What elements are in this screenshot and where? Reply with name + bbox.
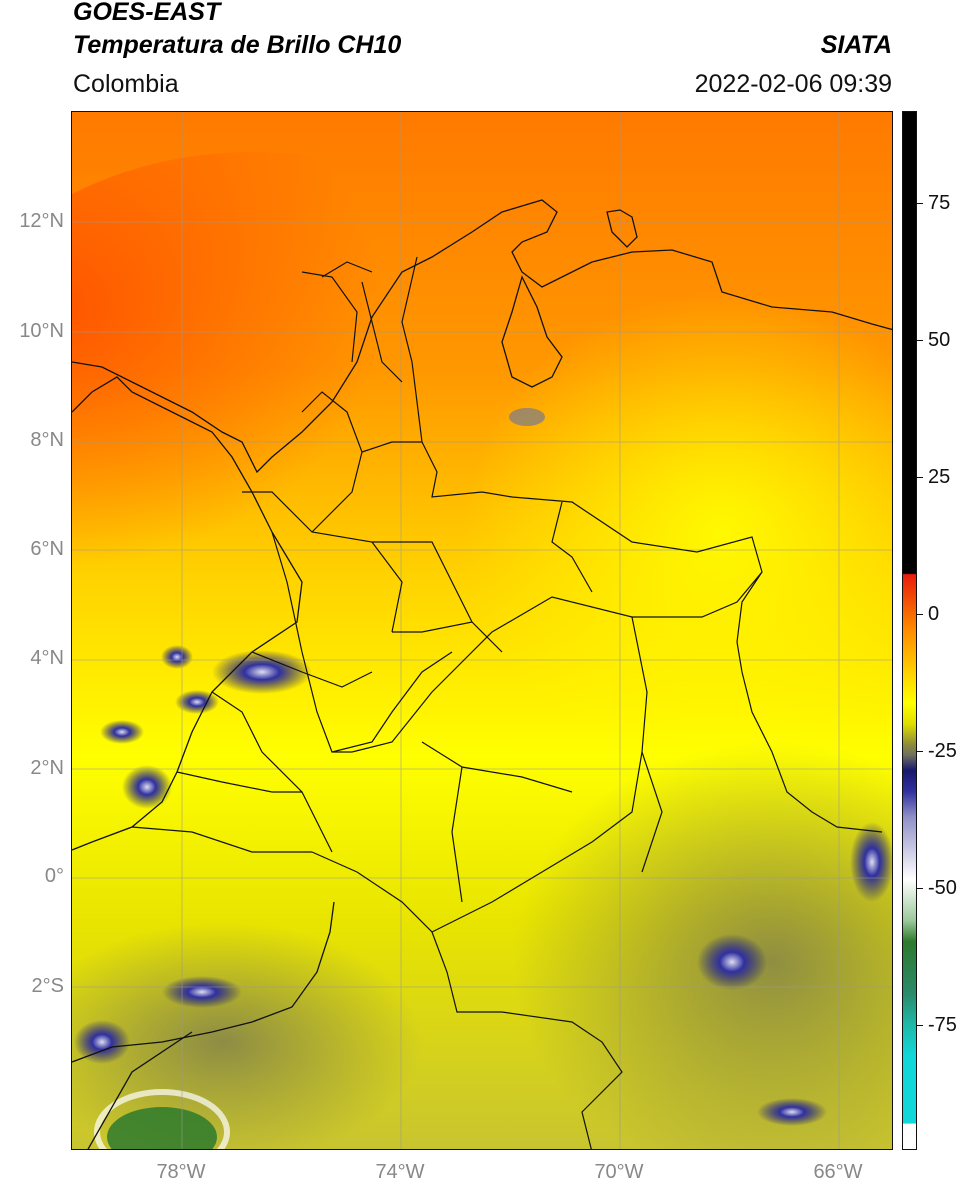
cloud-cluster: [175, 690, 219, 714]
lat-tick-label: 12°N: [19, 210, 64, 232]
cloud-cluster: [850, 822, 892, 902]
lat-tick-label: 2°S: [31, 975, 64, 997]
map-canvas: [72, 112, 892, 1149]
cloud-cluster: [697, 934, 767, 990]
coastline: [72, 199, 892, 1149]
lon-tick-label: 66°W: [813, 1161, 863, 1183]
colorbar: [902, 111, 917, 1150]
cloud-cluster: [757, 1098, 827, 1126]
lon-tick-label: 74°W: [375, 1161, 425, 1183]
colorbar-tick: [917, 477, 923, 478]
region-subtitle: Colombia: [73, 70, 179, 98]
lat-tick-label: 0°: [44, 865, 64, 887]
colorbar-tick: [917, 203, 923, 204]
colorbar-label: -50: [928, 877, 957, 899]
colorbar-label: -25: [928, 740, 957, 762]
cloud-cluster: [74, 1020, 130, 1064]
lon-tick-label: 70°W: [594, 1161, 644, 1183]
colorbar-label: 25: [928, 466, 951, 488]
colorbar-tick: [917, 751, 923, 752]
lat-tick-label: 10°N: [19, 320, 64, 342]
colorbar-label: -75: [928, 1014, 957, 1036]
colorbar-label: 75: [928, 192, 951, 214]
warm-region: [72, 152, 582, 672]
cold-cloud-region-se: [512, 742, 892, 1149]
yellow-region: [462, 292, 892, 772]
colorbar-tick: [917, 888, 923, 889]
product-title: Temperatura de Brillo CH10: [73, 31, 402, 59]
colorbar-tick: [917, 614, 923, 615]
satellite-title: GOES-EAST: [73, 0, 221, 26]
organization-label: SIATA: [820, 31, 892, 59]
colorbar-label: 50: [928, 329, 951, 351]
lon-tick-label: 78°W: [156, 1161, 206, 1183]
graticule: [72, 112, 892, 1149]
lat-tick-label: 4°N: [30, 647, 64, 669]
lat-tick-label: 6°N: [30, 538, 64, 560]
cloud-cluster: [509, 408, 545, 426]
lat-tick-label: 2°N: [30, 757, 64, 779]
timestamp-label: 2022-02-06 09:39: [694, 70, 892, 98]
coldest-cloud-rim: [94, 1089, 230, 1149]
cloud-cluster: [100, 720, 144, 744]
cloud-cluster: [212, 650, 312, 694]
cloud-cluster: [122, 765, 172, 809]
cloud-cluster: [161, 645, 193, 669]
cloud-cluster: [162, 976, 242, 1008]
colorbar-label: 0: [928, 603, 940, 625]
satellite-map[interactable]: [71, 111, 893, 1150]
coldest-cloud-top: [107, 1107, 217, 1149]
colorbar-tick: [917, 1025, 923, 1026]
colorbar-tick: [917, 340, 923, 341]
lat-tick-label: 8°N: [30, 429, 64, 451]
borders: [131, 256, 883, 1149]
